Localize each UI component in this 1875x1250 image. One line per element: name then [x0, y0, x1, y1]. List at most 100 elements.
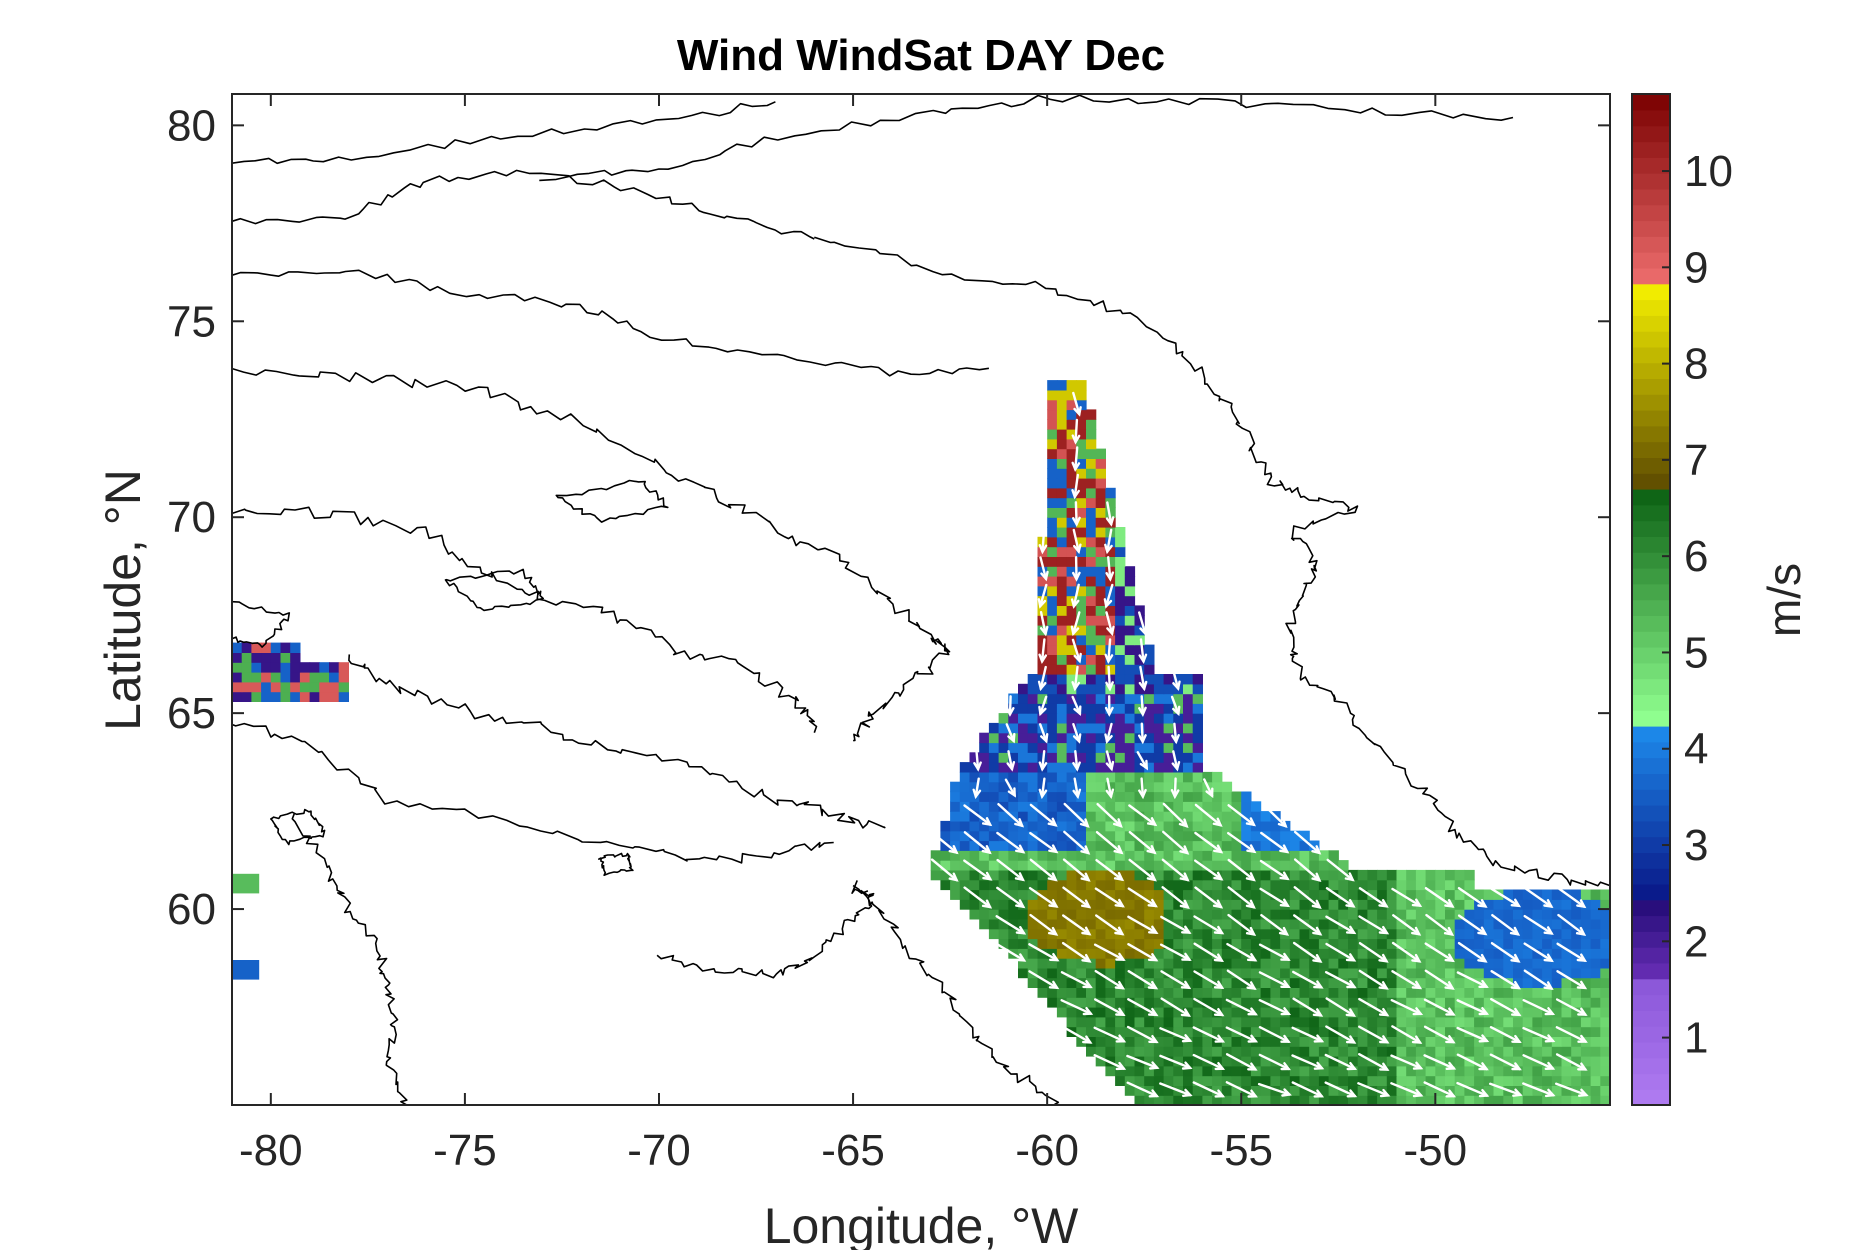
- speed-cell: [1280, 1056, 1291, 1067]
- speed-cell: [319, 681, 330, 693]
- speed-cell: [1406, 948, 1417, 959]
- speed-cell: [1086, 909, 1097, 920]
- speed-cell: [1338, 879, 1349, 891]
- speed-cell: [1503, 1016, 1514, 1028]
- speed-cell: [1250, 977, 1262, 988]
- wind-arrow: [1161, 858, 1189, 882]
- speed-cell: [1231, 1056, 1242, 1067]
- speed-cell: [1066, 771, 1077, 783]
- speed-cell: [1289, 987, 1301, 998]
- speed-cell: [1115, 811, 1126, 822]
- speed-cell: [1377, 997, 1388, 1008]
- wind-arrow: [1489, 998, 1521, 1016]
- speed-cell: [232, 652, 243, 663]
- speed-cell: [1580, 967, 1592, 979]
- speed-cell: [988, 771, 1000, 783]
- speed-cell: [1503, 1065, 1514, 1077]
- speed-cell: [1037, 938, 1048, 949]
- speed-cell: [1066, 967, 1077, 979]
- speed-cell: [1105, 820, 1116, 832]
- speed-cell: [1221, 987, 1233, 998]
- speed-cell: [1561, 909, 1572, 920]
- speed-cell: [1124, 840, 1136, 851]
- speed-cell: [1037, 585, 1048, 597]
- speed-cell: [1250, 987, 1262, 998]
- speed-cell: [1493, 1036, 1504, 1047]
- speed-cell: [1066, 997, 1077, 1008]
- speed-cell: [1483, 889, 1495, 900]
- speed-cell: [1018, 860, 1029, 871]
- speed-cell: [241, 662, 252, 673]
- speed-cell: [1056, 938, 1068, 949]
- speed-cell: [1144, 781, 1155, 793]
- speed-cell: [1483, 958, 1495, 969]
- speed-cell: [979, 860, 990, 871]
- speed-cell: [988, 879, 1000, 891]
- speed-cell: [1532, 899, 1543, 910]
- speed-cell: [1503, 958, 1514, 969]
- wind-arrowhead: [1114, 926, 1125, 936]
- speed-cell: [959, 869, 971, 881]
- wind-arrowhead: [1378, 899, 1389, 908]
- speed-cell: [1367, 1095, 1378, 1105]
- speed-cell: [1328, 850, 1339, 861]
- speed-cell: [1173, 987, 1184, 998]
- speed-cell: [1095, 1056, 1106, 1067]
- speed-cell: [1396, 938, 1407, 949]
- speed-cell: [1483, 1075, 1495, 1086]
- wind-arrow: [1062, 886, 1091, 909]
- wind-arrow: [995, 915, 1026, 935]
- speed-cell: [1551, 987, 1563, 998]
- speed-cell: [1124, 644, 1136, 655]
- speed-cell: [1086, 879, 1097, 891]
- speed-cell: [319, 672, 330, 683]
- x-tick-label: -60: [1015, 1126, 1079, 1175]
- colorbar-band: [1632, 409, 1670, 427]
- speed-cell: [1115, 1075, 1126, 1086]
- speed-cell: [1056, 840, 1068, 851]
- colorbar-band: [1632, 267, 1670, 285]
- wind-arrow: [1160, 997, 1191, 1017]
- speed-cell: [1192, 811, 1203, 822]
- wind-arrow: [1061, 941, 1091, 963]
- speed-cell: [1076, 438, 1087, 450]
- speed-cell: [1445, 909, 1456, 920]
- speed-cell: [998, 850, 1009, 861]
- wind-arrow: [1106, 556, 1112, 581]
- wind-arrow: [1258, 1025, 1290, 1043]
- speed-cell: [1241, 830, 1252, 842]
- speed-cell: [1435, 928, 1446, 940]
- speed-cell: [1318, 1075, 1330, 1086]
- speed-cell: [1406, 1065, 1417, 1077]
- speed-cell: [1513, 958, 1524, 969]
- wind-arrowhead: [1146, 817, 1158, 827]
- y-tick-label: 75: [167, 297, 216, 346]
- speed-cell: [1008, 781, 1019, 793]
- speed-cell: [1542, 1095, 1553, 1105]
- speed-cell: [1124, 899, 1136, 910]
- speed-cell: [1406, 997, 1417, 1008]
- speed-cell: [1590, 1016, 1601, 1028]
- speed-cell: [1445, 1046, 1456, 1057]
- speed-cell: [1027, 693, 1038, 704]
- speed-cell: [1105, 664, 1116, 675]
- wind-arrowhead: [948, 872, 959, 882]
- speed-cell: [1066, 556, 1077, 567]
- speed-cell: [1532, 1036, 1543, 1047]
- wind-arrow: [963, 804, 992, 826]
- speed-cell: [1328, 1095, 1339, 1105]
- speed-cell: [1192, 1075, 1203, 1086]
- speed-cell: [979, 781, 990, 793]
- speed-cell: [979, 801, 990, 812]
- speed-cell: [1163, 1036, 1174, 1047]
- speed-cell: [1047, 419, 1058, 430]
- speed-cell: [1115, 605, 1126, 616]
- speed-cell: [988, 762, 1000, 773]
- speed-cell: [1173, 801, 1184, 812]
- speed-cell: [1066, 615, 1077, 626]
- speed-cell: [1124, 909, 1136, 920]
- speed-cell: [1124, 1065, 1136, 1077]
- speed-cell: [1580, 977, 1592, 988]
- speed-cell: [1348, 1056, 1359, 1067]
- speed-cell: [1202, 869, 1213, 881]
